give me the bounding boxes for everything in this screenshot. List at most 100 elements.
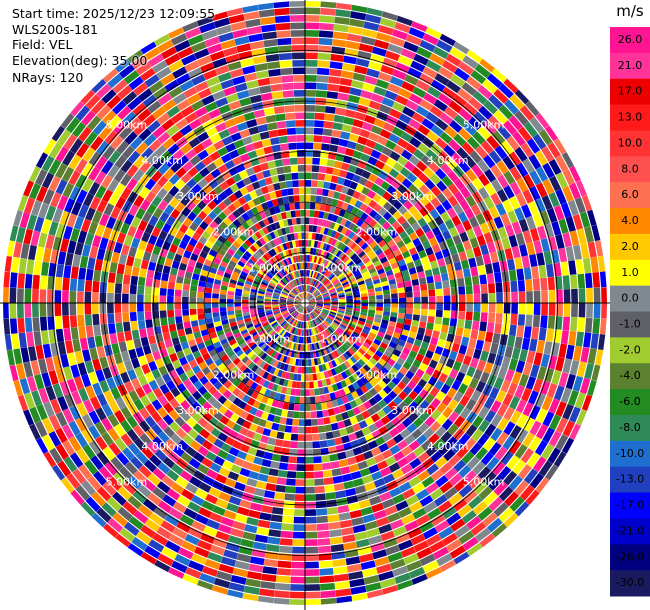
range-gate-cell (480, 350, 489, 362)
range-gate-cell (43, 451, 57, 468)
range-gate-cell (199, 221, 209, 231)
range-gate-cell (345, 311, 352, 316)
range-gate-cell (156, 187, 168, 200)
range-gate-cell (232, 271, 240, 278)
range-gate-cell (283, 288, 290, 293)
range-gate-cell (526, 242, 536, 256)
range-gate-cell (131, 378, 142, 390)
range-gate-cell (296, 336, 300, 343)
range-gate-cell (337, 146, 347, 155)
range-gate-cell (355, 538, 370, 548)
range-gate-cell (438, 355, 448, 366)
range-gate-cell (348, 366, 356, 375)
range-gate-cell (278, 135, 288, 144)
range-gate-cell (291, 327, 296, 334)
range-gate-cell (347, 384, 356, 393)
colorbar-swatch (610, 337, 650, 364)
range-gate-cell (360, 332, 368, 339)
range-gate-cell (428, 309, 436, 317)
range-gate-cell (516, 325, 525, 338)
range-gate-cell (182, 283, 190, 291)
range-gate-cell (399, 334, 408, 342)
range-gate-cell (52, 383, 64, 399)
range-gate-cell (288, 403, 295, 411)
range-gate-cell (272, 323, 279, 329)
range-gate-cell (390, 353, 399, 362)
colorbar-tick-label: -6.0 (619, 395, 640, 408)
range-gate-cell (202, 439, 213, 451)
range-gate-cell (403, 406, 414, 417)
range-gate-cell (289, 591, 305, 599)
range-gate-cell (161, 475, 175, 488)
range-gate-cell (298, 306, 303, 312)
range-gate-cell (443, 449, 456, 462)
range-gate-cell (296, 305, 302, 310)
range-gate-cell (339, 77, 353, 87)
range-gate-cell (118, 253, 128, 265)
range-gate-cell (140, 336, 149, 347)
range-gate-cell (152, 245, 162, 256)
range-gate-cell (540, 315, 548, 329)
range-gate-cell (107, 476, 122, 491)
range-gate-cell (305, 441, 313, 449)
range-gate-cell (525, 376, 537, 390)
range-gate-cell (383, 307, 391, 312)
range-gate-cell (233, 252, 242, 260)
range-gate-cell (305, 561, 319, 569)
range-gate-cell (510, 313, 518, 326)
range-gate-cell (114, 312, 122, 323)
range-gate-cell (462, 536, 479, 551)
range-gate-cell (233, 267, 242, 274)
range-gate-cell (312, 441, 321, 449)
range-gate-cell (296, 217, 301, 225)
range-gate-cell (197, 256, 206, 264)
range-gate-cell (298, 321, 301, 328)
range-gate-cell (188, 339, 197, 348)
range-gate-cell (340, 466, 351, 475)
range-gate-cell (318, 545, 332, 554)
range-gate-cell (391, 303, 398, 308)
range-ring-label: 4.00km (427, 440, 469, 453)
range-gate-cell (250, 463, 262, 473)
range-gate-cell (289, 293, 296, 298)
range-gate-cell (323, 305, 331, 307)
colorbar-tick-label: -2.0 (619, 343, 640, 356)
range-gate-cell (289, 150, 298, 158)
range-gate-cell (446, 512, 462, 526)
range-gate-cell (305, 195, 311, 202)
range-gate-cell (194, 513, 209, 525)
range-gate-cell (390, 288, 398, 294)
range-gate-cell (323, 477, 334, 485)
range-gate-cell (324, 424, 333, 432)
range-gate-cell (51, 125, 65, 142)
range-gate-cell (236, 450, 248, 460)
range-gate-cell (470, 389, 482, 402)
range-gate-cell (280, 67, 293, 76)
range-gate-cell (274, 344, 281, 352)
range-gate-cell (309, 217, 314, 225)
range-gate-cell (164, 540, 181, 553)
range-gate-cell (266, 327, 273, 334)
range-gate-cell (338, 325, 346, 332)
range-gate-cell (212, 400, 223, 411)
range-gate-cell (267, 382, 274, 390)
range-ring-label: 1.00km (249, 333, 291, 346)
range-gate-cell (514, 385, 525, 399)
range-gate-cell (226, 502, 239, 513)
range-gate-cell (468, 475, 483, 489)
range-gate-cell (169, 421, 181, 433)
range-ring-label: 2.00km (356, 368, 398, 381)
range-gate-cell (50, 342, 59, 357)
range-gate-cell (112, 512, 128, 527)
range-gate-cell (305, 60, 318, 67)
range-gate-cell (272, 342, 279, 350)
range-gate-cell (480, 312, 488, 322)
range-gate-cell (255, 409, 264, 418)
range-gate-cell (287, 463, 297, 471)
range-gate-cell (223, 549, 238, 560)
range-gate-cell (278, 318, 285, 324)
range-gate-cell (50, 249, 59, 264)
range-gate-cell (265, 311, 273, 316)
range-gate-cell (115, 322, 124, 333)
range-gate-cell (109, 333, 118, 345)
